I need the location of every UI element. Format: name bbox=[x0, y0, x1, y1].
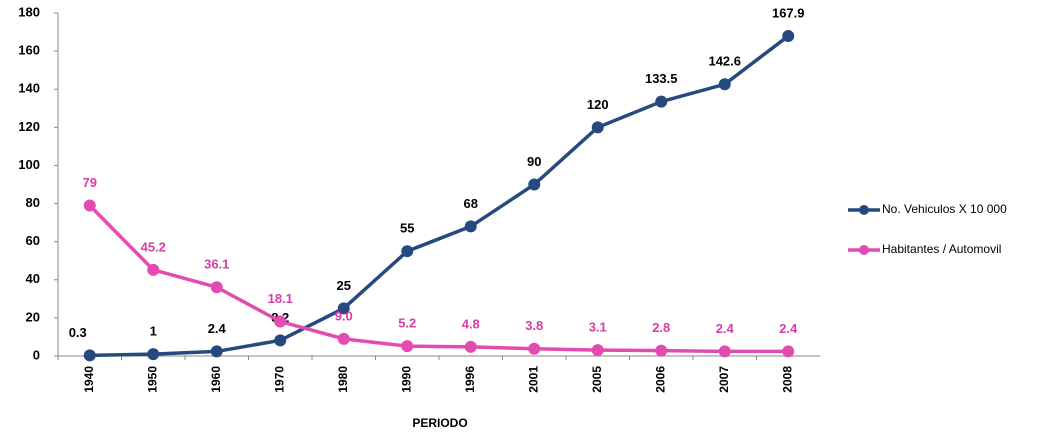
legend-label: No. Vehiculos X 10 000 bbox=[882, 202, 1007, 216]
marker bbox=[210, 345, 223, 358]
marker bbox=[274, 334, 287, 347]
data-label: 2.4 bbox=[716, 321, 735, 336]
marker bbox=[83, 349, 96, 362]
y-tick-label: 40 bbox=[26, 271, 40, 286]
y-tick-label: 0 bbox=[33, 347, 40, 362]
marker bbox=[655, 344, 668, 357]
data-label: 133.5 bbox=[645, 71, 678, 86]
data-label: 142.6 bbox=[708, 54, 741, 69]
legend-label: Habitantes / Automovil bbox=[882, 242, 1001, 256]
y-tick-label: 160 bbox=[18, 43, 40, 58]
line bbox=[89, 34, 790, 358]
data-label: 2.4 bbox=[208, 321, 227, 336]
marker bbox=[337, 302, 350, 315]
x-tick-label: 1996 bbox=[463, 366, 477, 393]
marker bbox=[147, 348, 160, 361]
data-label: 68 bbox=[464, 196, 478, 211]
data-label: 55 bbox=[400, 221, 414, 236]
x-axis-title: PERIODO bbox=[412, 416, 467, 430]
y-tick-label: 180 bbox=[18, 4, 40, 19]
data-label: 0.3 bbox=[69, 325, 87, 340]
marker bbox=[464, 220, 477, 233]
data-label: 167.9 bbox=[772, 5, 805, 20]
line bbox=[88, 204, 789, 354]
marker bbox=[718, 78, 731, 91]
data-label: 2.8 bbox=[652, 320, 670, 335]
marker bbox=[528, 342, 541, 355]
y-tick-label: 20 bbox=[26, 309, 40, 324]
marker bbox=[337, 332, 350, 345]
marker bbox=[274, 315, 287, 328]
legend-marker bbox=[859, 205, 869, 215]
marker bbox=[655, 95, 668, 108]
x-tick-label: 1940 bbox=[82, 366, 96, 393]
marker bbox=[401, 245, 414, 258]
data-label: 3.8 bbox=[525, 318, 543, 333]
x-tick-label: 2008 bbox=[780, 366, 794, 393]
data-label: 120 bbox=[587, 97, 609, 112]
x-tick-label: 2007 bbox=[717, 366, 731, 393]
x-tick-label: 2006 bbox=[653, 366, 667, 393]
data-label: 3.1 bbox=[589, 320, 607, 335]
marker bbox=[591, 121, 604, 134]
marker bbox=[147, 263, 160, 276]
x-tick-label: 1970 bbox=[272, 366, 286, 393]
data-label: 25 bbox=[337, 278, 351, 293]
marker bbox=[83, 199, 96, 212]
data-label: 4.8 bbox=[462, 316, 480, 331]
x-tick-label: 1990 bbox=[399, 366, 413, 393]
marker bbox=[401, 340, 414, 353]
marker bbox=[718, 345, 731, 358]
marker bbox=[464, 340, 477, 353]
x-tick-label: 2001 bbox=[526, 366, 540, 393]
x-tick-label: 2005 bbox=[590, 366, 604, 393]
marker bbox=[591, 344, 604, 357]
data-label: 90 bbox=[527, 154, 541, 169]
y-tick-label: 140 bbox=[18, 81, 40, 96]
marker bbox=[782, 345, 795, 358]
x-tick-label: 1950 bbox=[145, 366, 159, 393]
marker bbox=[528, 178, 541, 191]
data-label: 79 bbox=[83, 175, 97, 190]
legend-marker bbox=[859, 245, 869, 255]
y-tick-label: 120 bbox=[18, 119, 40, 134]
marker bbox=[782, 30, 795, 43]
x-tick-label: 1960 bbox=[209, 366, 223, 393]
data-label: 1 bbox=[150, 324, 157, 339]
data-label: 45.2 bbox=[141, 239, 166, 254]
data-label: 18.1 bbox=[268, 291, 293, 306]
y-tick-label: 60 bbox=[26, 233, 40, 248]
marker bbox=[210, 281, 223, 294]
x-tick-label: 1980 bbox=[336, 366, 350, 393]
data-label: 2.4 bbox=[779, 321, 798, 336]
data-label: 36.1 bbox=[204, 257, 229, 272]
y-tick-label: 100 bbox=[18, 157, 40, 172]
data-label: 9.0 bbox=[335, 308, 353, 323]
data-label: 5.2 bbox=[398, 316, 416, 331]
y-tick-label: 80 bbox=[26, 195, 40, 210]
